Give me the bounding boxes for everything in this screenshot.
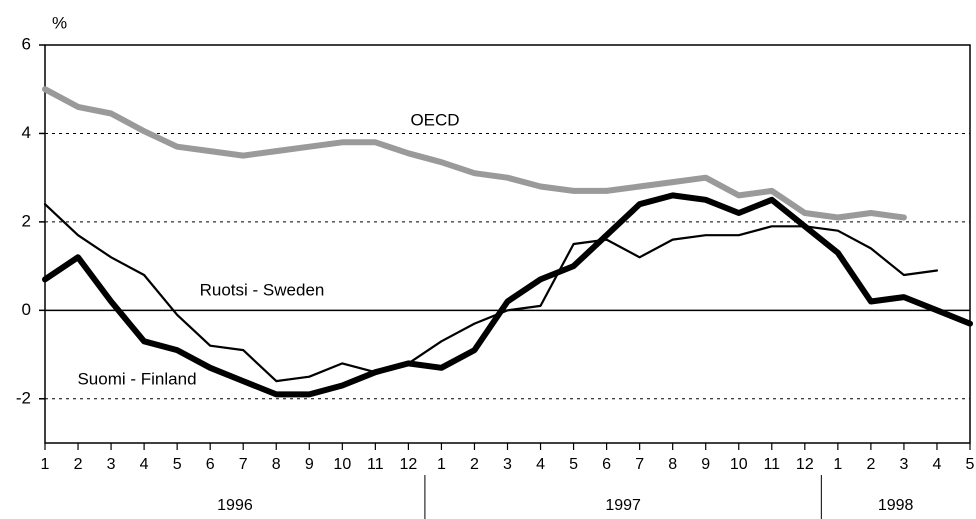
x-tick-label: 10 <box>333 456 351 473</box>
x-tick-label: 5 <box>173 456 182 473</box>
x-tick-label: 9 <box>305 456 314 473</box>
x-tick-label: 8 <box>668 456 677 473</box>
y-tick-label: -2 <box>16 388 31 407</box>
x-tick-label: 9 <box>701 456 710 473</box>
series-label: OECD <box>410 110 459 129</box>
x-tick-label: 3 <box>503 456 512 473</box>
x-tick-label: 4 <box>933 456 942 473</box>
x-tick-label: 11 <box>763 456 780 473</box>
x-tick-label: 7 <box>635 456 644 473</box>
y-unit: % <box>52 13 67 32</box>
x-tick-label: 4 <box>140 456 149 473</box>
x-tick-label: 3 <box>107 456 116 473</box>
x-tick-label: 1 <box>833 456 842 473</box>
y-tick-label: 6 <box>22 34 31 53</box>
x-tick-label: 3 <box>899 456 908 473</box>
y-tick-label: 4 <box>22 123 31 142</box>
x-tick-label: 1 <box>437 456 446 473</box>
x-tick-label: 5 <box>569 456 578 473</box>
series-line <box>43 203 939 383</box>
x-tick-label: 2 <box>866 456 875 473</box>
y-tick-label: 2 <box>22 211 31 230</box>
x-tick-label: 11 <box>367 456 384 473</box>
x-tick-label: 5 <box>966 456 975 473</box>
year-label: 1997 <box>605 497 641 514</box>
x-tick-label: 1 <box>41 456 50 473</box>
x-tick-label: 7 <box>239 456 248 473</box>
x-tick-label: 12 <box>796 456 814 473</box>
x-tick-label: 10 <box>730 456 748 473</box>
x-tick-label: 6 <box>206 456 215 473</box>
year-label: 1998 <box>878 497 914 514</box>
x-tick-label: 12 <box>399 456 417 473</box>
x-tick-label: 2 <box>74 456 83 473</box>
series-label: Ruotsi - Sweden <box>200 280 325 299</box>
y-tick-label: 0 <box>22 300 31 319</box>
x-tick-label: 8 <box>272 456 281 473</box>
series-line <box>42 192 973 398</box>
x-tick-label: 2 <box>470 456 479 473</box>
year-label: 1996 <box>217 497 253 514</box>
x-tick-label: 4 <box>536 456 545 473</box>
x-tick-label: 6 <box>602 456 611 473</box>
series-line <box>42 86 907 221</box>
series-label: Suomi - Finland <box>77 369 196 388</box>
